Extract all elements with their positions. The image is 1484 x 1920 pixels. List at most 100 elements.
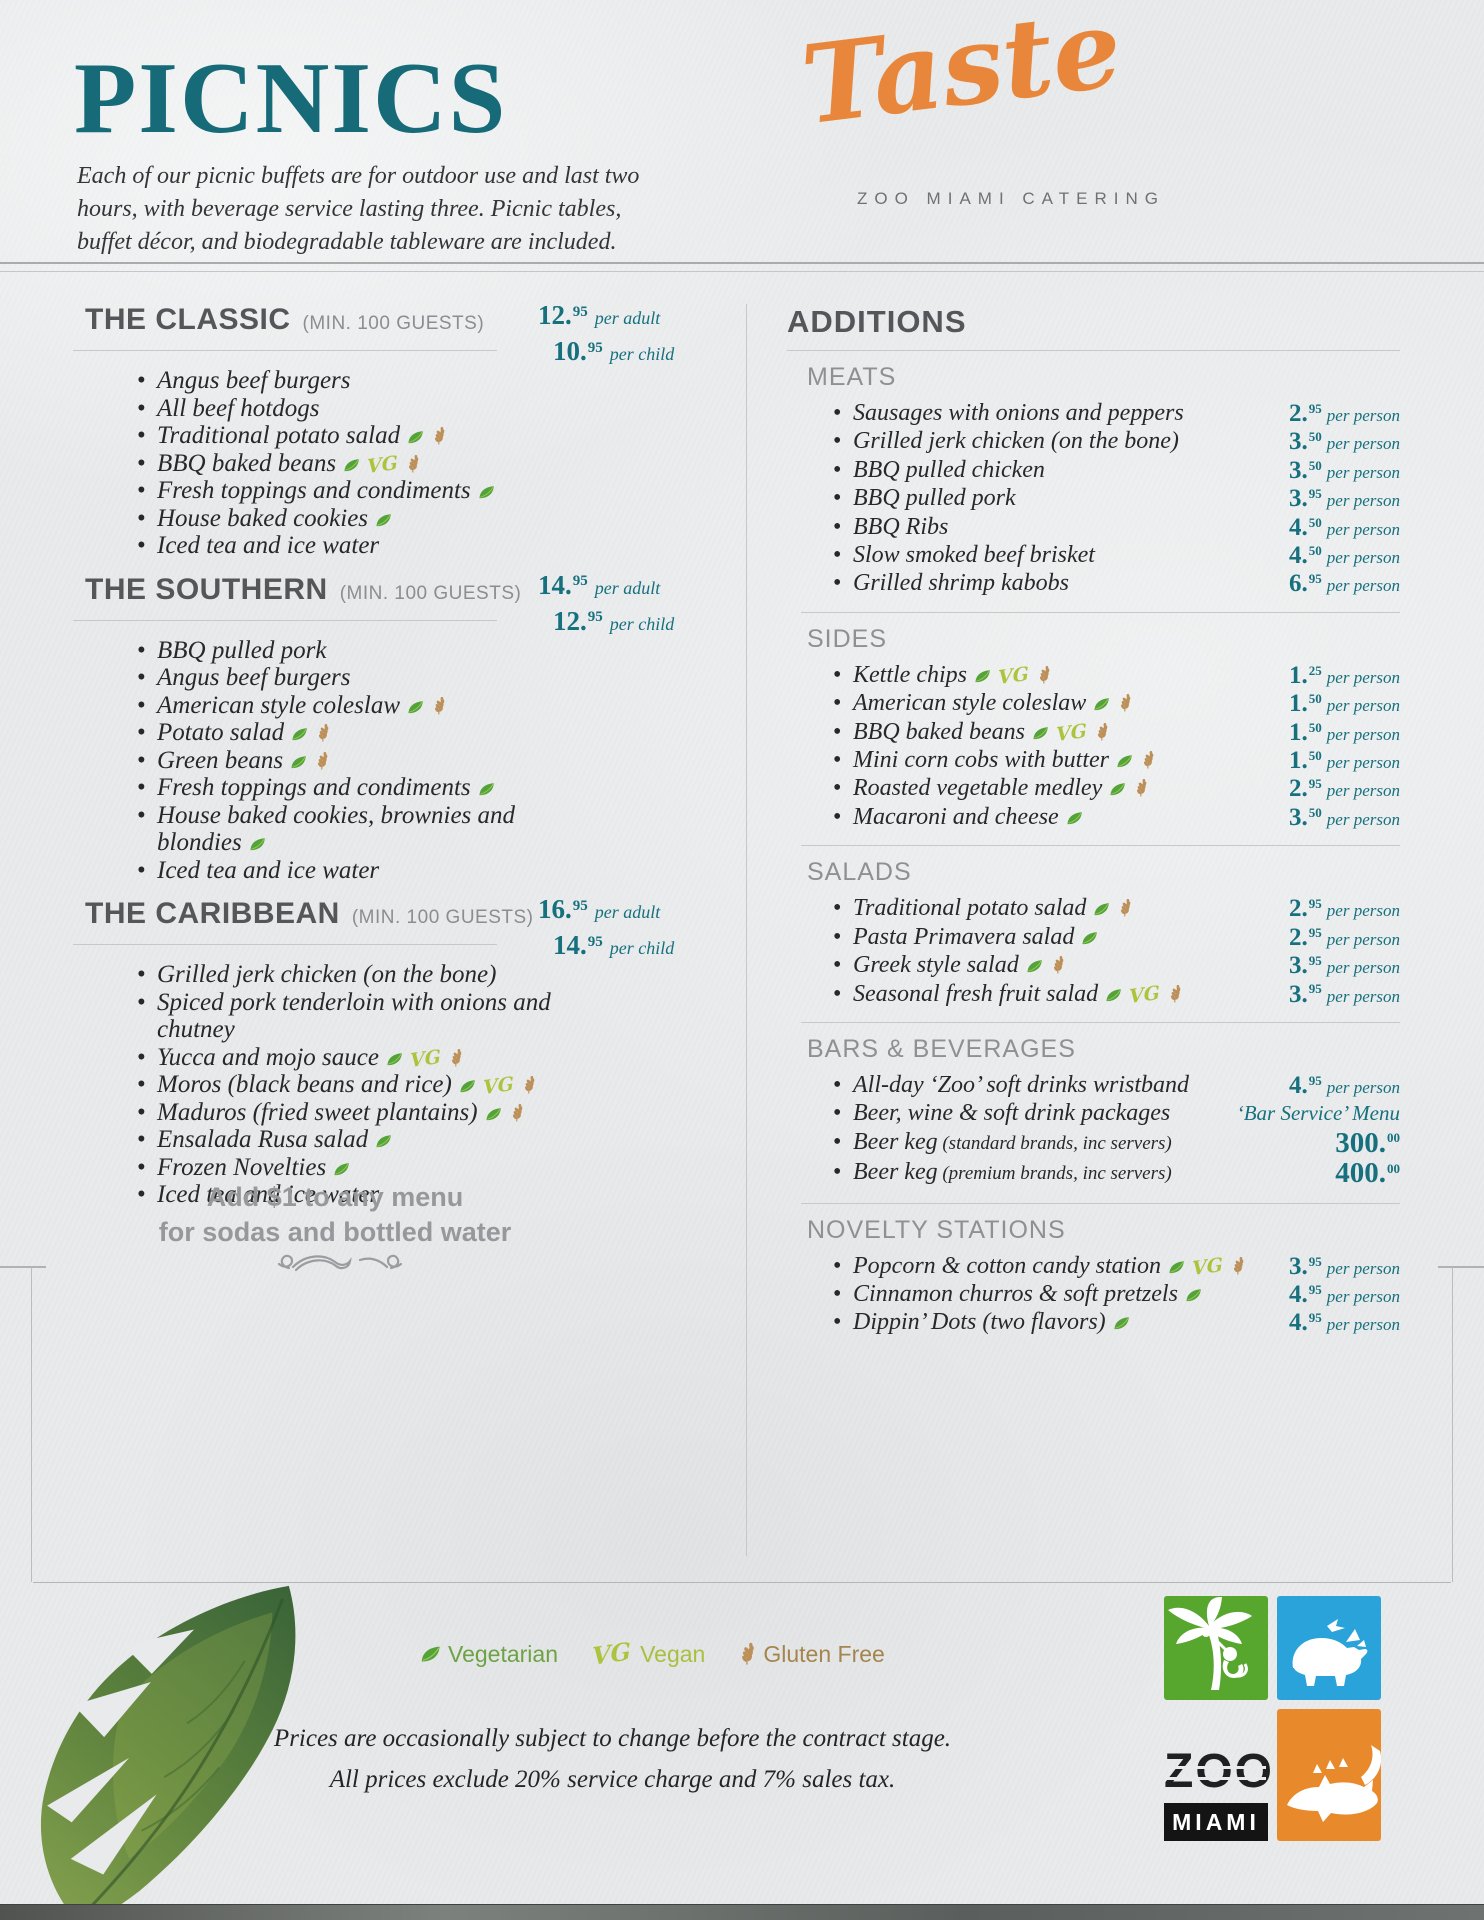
addition-item-text: BBQ baked beans — [853, 718, 1025, 745]
vegetarian-leaf-icon — [376, 513, 391, 526]
package-header: THE SOUTHERN (MIN. 100 GUESTS) — [85, 572, 710, 608]
gluten-free-wheat-icon — [409, 454, 419, 472]
page-title: PICNICS — [74, 42, 508, 155]
zoo-letters: ZOO — [1164, 1745, 1274, 1798]
additions-group: MEATS Sausages with onions and peppers 2.9… — [787, 365, 1400, 599]
gluten-free-wheat-icon — [742, 1642, 755, 1665]
menu-item: Iced tea and ice water — [135, 532, 597, 560]
vegetarian-leaf-icon — [334, 1162, 349, 1175]
addition-item: Beer, wine & soft drink packages ‘Bar Ser… — [833, 1099, 1400, 1128]
addition-item-text: Dippin’ Dots (two flavors) — [853, 1309, 1106, 1336]
addition-item-text: Beer keg — [853, 1159, 938, 1186]
gluten-free-wheat-icon — [1097, 722, 1108, 741]
menu-item: All beef hotdogs — [135, 395, 597, 423]
crocodile-icon — [1287, 1745, 1381, 1822]
vegetarian-leaf-icon — [479, 486, 494, 499]
item-price: 4.95 per person — [1289, 1280, 1400, 1308]
item-price: 1.50 per person — [1289, 747, 1400, 775]
gluten-free-wheat-icon — [318, 751, 328, 769]
menu-item: Traditional potato salad — [135, 422, 597, 450]
frame-stub-left — [0, 1266, 46, 1268]
soda-note-line2: for sodas and bottled water — [158, 1217, 512, 1247]
package-min-guests: (MIN. 100 GUESTS) — [351, 907, 534, 928]
vegetarian-leaf-icon — [1169, 1260, 1184, 1273]
package-prices: 14.95 per adult 12.95 per child — [538, 571, 674, 644]
item-price: 4.95 per person — [1289, 1071, 1400, 1099]
menu-item: Potato salad — [135, 719, 597, 747]
item-price: 3.50 per person — [1289, 428, 1400, 456]
gluten-free-wheat-icon — [434, 696, 445, 714]
vegan-vg-icon: VG — [409, 1045, 442, 1072]
item-price: 1.25 per person — [1289, 661, 1400, 689]
vegetarian-leaf-icon — [1082, 931, 1098, 944]
item-price: ‘Bar Service’ Menu — [1236, 1101, 1400, 1126]
menu-item-text: Green beans — [157, 746, 284, 774]
package-section: THE CLASSIC (MIN. 100 GUESTS) 12.95 per adu… — [70, 302, 710, 560]
addition-item-text: Seasonal fresh fruit salad — [853, 980, 1099, 1007]
addition-item-text: Pasta Primavera salad — [853, 923, 1075, 950]
addition-item-text: Macaroni and cheese — [853, 803, 1059, 830]
menu-item: Iced tea and ice water — [135, 1181, 597, 1209]
item-price: 2.95 per person — [1289, 923, 1400, 951]
group-name: BARS & BEVERAGES — [807, 1034, 1076, 1063]
addition-item: Beer keg (premium brands, inc servers) 40… — [833, 1158, 1400, 1188]
vegetarian-leaf-icon — [1094, 903, 1110, 916]
menu-item-text: Iced tea and ice water — [157, 532, 380, 559]
menu-item: Ensalada Rusa salad — [135, 1126, 597, 1154]
zoo-monkey-palm-tile — [1164, 1596, 1268, 1700]
menu-item: BBQ pulled pork — [135, 637, 597, 665]
item-price: 6.95 per person — [1289, 570, 1400, 598]
addition-item-text: Greek style salad — [853, 952, 1019, 979]
additions-groups: MEATS Sausages with onions and peppers 2.9… — [787, 365, 1400, 1337]
zoo-wordmark: ZOO MIAMI — [1164, 1709, 1272, 1841]
group-items: All-day ‘Zoo’ soft drinks wristband 4.95p… — [787, 1071, 1400, 1189]
item-price: 1.50 per person — [1289, 690, 1400, 718]
gluten-free-wheat-icon — [451, 1048, 462, 1066]
addition-item: Popcorn & cotton candy station VG 3.95per … — [833, 1252, 1400, 1281]
legend-entry: VG Vegan — [592, 1636, 706, 1671]
menu-item: House baked cookies, brownies and blondi… — [135, 802, 597, 857]
addition-item-detail: (premium brands, inc servers) — [937, 1163, 1172, 1185]
vegetarian-leaf-icon — [421, 1646, 440, 1662]
gluten-free-wheat-icon — [1171, 984, 1181, 1002]
vegetarian-leaf-icon — [1033, 726, 1048, 739]
addition-item-text: Sausages with onions and peppers — [853, 400, 1184, 426]
menu-item: House baked cookies — [135, 505, 597, 533]
menu-item: Spiced pork tenderloin with onions and c… — [135, 989, 597, 1044]
vegetarian-leaf-icon — [1027, 960, 1042, 973]
package-min-guests: (MIN. 100 GUESTS) — [339, 582, 522, 604]
additions-column: ADDITIONS MEATS Sausages with onions and … — [787, 306, 1400, 1337]
menu-item: Angus beef burgers — [135, 367, 597, 395]
addition-item-text: Kettle chips — [853, 661, 967, 688]
package-prices: 12.95 per adult 10.95 per child — [538, 302, 674, 374]
legend-label: Vegetarian — [448, 1640, 558, 1667]
vegetarian-leaf-icon — [460, 1080, 475, 1093]
menu-item: Grilled jerk chicken (on the bone) — [135, 961, 597, 989]
menu-item-text: All beef hotdogs — [157, 394, 320, 422]
menu-item-text: Iced tea and ice water — [157, 856, 380, 884]
menu-item-text: Grilled jerk chicken (on the bone) — [157, 961, 497, 988]
vegetarian-leaf-icon — [1114, 1317, 1129, 1330]
addition-item: Beer keg (standard brands, inc servers) 3… — [833, 1128, 1400, 1158]
addition-item-detail: (standard brands, inc servers) — [937, 1132, 1172, 1154]
monkey-palm-icon — [1168, 1596, 1252, 1690]
frame-vertical-left — [31, 1267, 32, 1582]
gluten-free-wheat-icon — [1039, 665, 1050, 684]
group-divider — [801, 845, 1400, 847]
taste-logo: Taste — [795, 0, 1129, 150]
addition-item-text: Cinnamon churros & soft pretzels — [853, 1280, 1178, 1307]
addition-item-text: BBQ Ribs — [853, 513, 949, 540]
gluten-free-wheat-icon — [524, 1076, 535, 1094]
footer-note-2: All prices exclude 20% service charge an… — [329, 1766, 896, 1793]
item-price: 300.00 — [1335, 1126, 1400, 1159]
additions-group: BARS & BEVERAGES All-day ‘Zoo’ soft drink… — [787, 1021, 1400, 1189]
addition-item-text: BBQ pulled pork — [853, 485, 1016, 512]
menu-item-text: Frozen Novelties — [157, 1153, 327, 1181]
